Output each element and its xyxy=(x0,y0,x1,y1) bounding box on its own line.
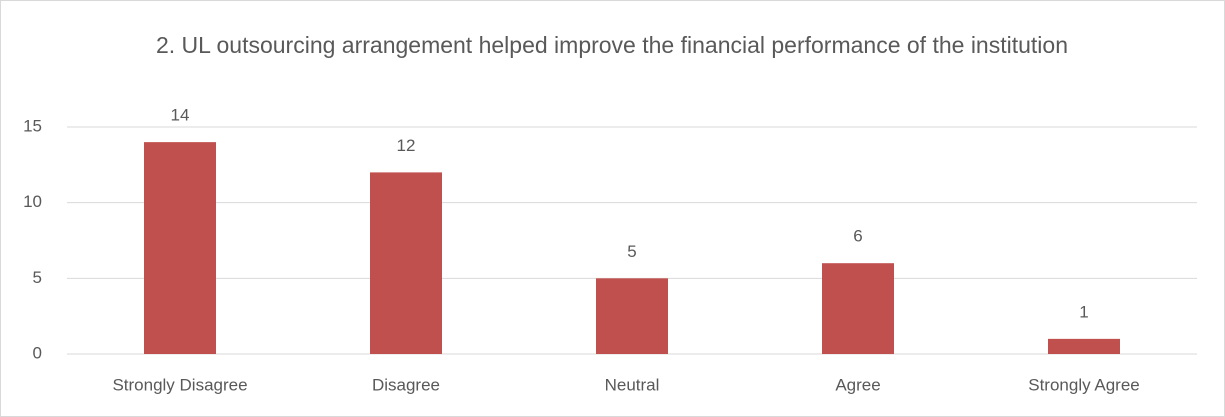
y-tick-label: 0 xyxy=(33,343,42,362)
x-tick-label: Agree xyxy=(835,375,880,394)
chart-title: 2. UL outsourcing arrangement helped imp… xyxy=(155,32,1068,58)
bar xyxy=(370,172,442,354)
bar xyxy=(596,278,668,354)
bar xyxy=(1048,338,1120,354)
x-tick-label: Strongly Agree xyxy=(1028,375,1140,394)
x-tick-label: Disagree xyxy=(372,375,440,394)
bar xyxy=(822,263,894,354)
x-tick-label: Strongly Disagree xyxy=(112,375,247,394)
y-tick-label: 15 xyxy=(23,116,42,135)
y-tick-label: 5 xyxy=(33,268,42,287)
x-tick-label: Neutral xyxy=(605,375,660,394)
data-label: 6 xyxy=(853,227,862,246)
y-tick-label: 10 xyxy=(23,192,42,211)
data-label: 12 xyxy=(397,136,416,155)
bar xyxy=(144,142,216,354)
data-label: 14 xyxy=(171,106,190,125)
data-label: 1 xyxy=(1079,302,1088,321)
data-label: 5 xyxy=(627,242,636,261)
